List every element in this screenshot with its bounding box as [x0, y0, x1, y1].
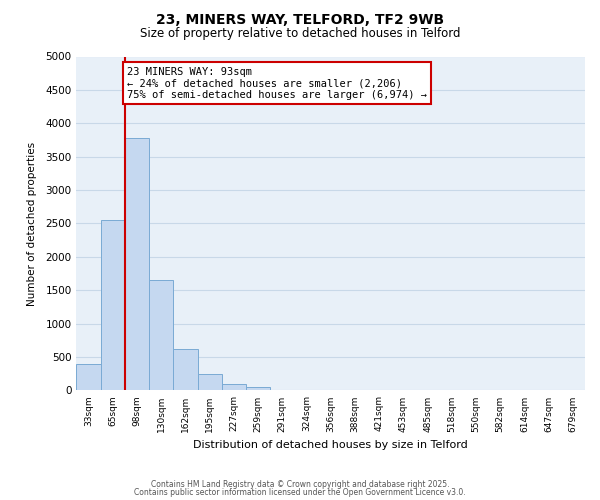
Text: 23 MINERS WAY: 93sqm
← 24% of detached houses are smaller (2,206)
75% of semi-de: 23 MINERS WAY: 93sqm ← 24% of detached h…	[127, 66, 427, 100]
Bar	[222, 384, 246, 390]
Text: Contains public sector information licensed under the Open Government Licence v3: Contains public sector information licen…	[134, 488, 466, 497]
Y-axis label: Number of detached properties: Number of detached properties	[27, 142, 37, 306]
Text: Size of property relative to detached houses in Telford: Size of property relative to detached ho…	[140, 28, 460, 40]
Bar	[101, 220, 125, 390]
X-axis label: Distribution of detached houses by size in Telford: Distribution of detached houses by size …	[193, 440, 468, 450]
Bar	[76, 364, 101, 390]
Bar	[197, 374, 222, 390]
Bar	[149, 280, 173, 390]
Text: 23, MINERS WAY, TELFORD, TF2 9WB: 23, MINERS WAY, TELFORD, TF2 9WB	[156, 12, 444, 26]
Bar	[246, 387, 270, 390]
Bar	[173, 349, 197, 391]
Bar	[125, 138, 149, 390]
Text: Contains HM Land Registry data © Crown copyright and database right 2025.: Contains HM Land Registry data © Crown c…	[151, 480, 449, 489]
